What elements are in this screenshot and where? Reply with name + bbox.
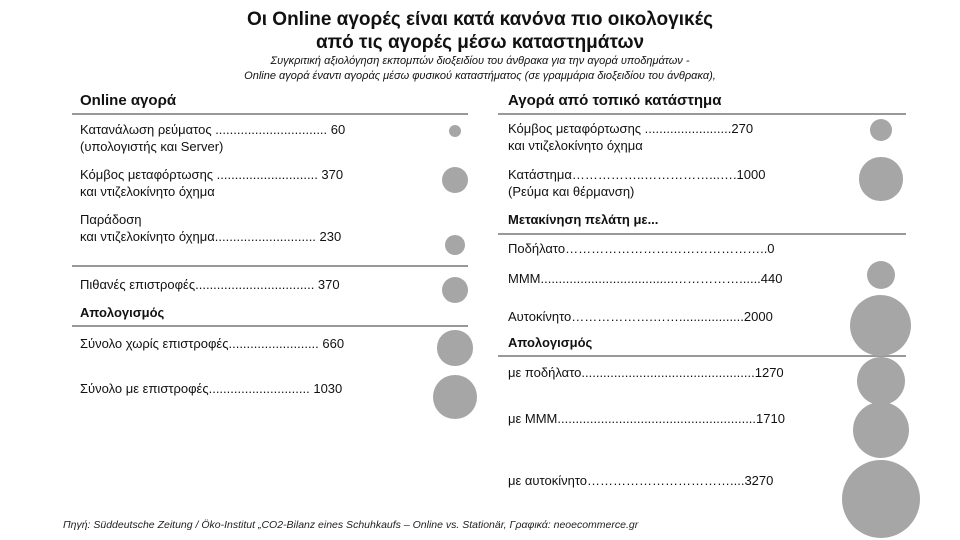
online-row-total-no-returns: Σύνολο χωρίς επιστροφές.................… (80, 335, 344, 352)
online-row-total-with-returns-label: Σύνολο με επιστροφές....................… (80, 381, 343, 396)
store-row-bicycle-label: Ποδήλατο………………………………………..0 (508, 241, 775, 256)
online-row-delivery-line2: και ντιζελοκίνητο όχημα.................… (80, 229, 342, 244)
online-header-divider (72, 113, 468, 115)
online-row-hub: Κόμβος μεταφόρτωσης ....................… (80, 166, 343, 200)
store-bubble-4 (866, 260, 896, 290)
store-row-total-car-label: με αυτοκίνητο……………………………....3270 (508, 473, 774, 488)
online-row-delivery: Παράδοση και ντιζελοκίνητο όχημα........… (80, 211, 341, 245)
online-bubble-6 (433, 375, 477, 419)
online-header: Online αγορά (80, 92, 177, 109)
online-row-electricity-line2: (υπολογιστής και Server) (80, 139, 224, 154)
online-section-summary: Απολογισμός (80, 305, 165, 320)
online-row-electricity-line1: Κατανάλωση ρεύματος ....................… (80, 122, 346, 137)
store-section-travel: Μετακίνηση πελάτη με... (508, 212, 659, 227)
store-row-shop-line1: Κατάστημα……………..……………...….1000 (508, 167, 766, 182)
store-bubble-1 (869, 118, 893, 142)
store-row-hub-line2: και ντιζελοκίνητο όχημα (508, 138, 643, 153)
online-bubble-4 (441, 276, 469, 304)
store-row-car: Αυτοκίνητο……………….……..................200… (508, 308, 773, 325)
store-bubble-6 (856, 356, 906, 406)
online-row-total-no-returns-label: Σύνολο χωρίς επιστροφές.................… (80, 336, 345, 351)
store-row-total-bicycle: με ποδήλατο.............................… (508, 364, 784, 381)
source-note: Πηγή: Süddeutsche Zeitung / Öko-Institut… (63, 519, 639, 531)
online-row-hub-line1: Κόμβος μεταφόρτωσης ....................… (80, 167, 344, 182)
store-row-shop: Κατάστημα……………..……………...….1000 (Ρεύμα κα… (508, 166, 765, 200)
store-bubble-5 (850, 295, 912, 357)
store-bubble-8 (842, 460, 920, 538)
store-row-car-label: Αυτοκίνητο……………….……..................200… (508, 309, 773, 324)
online-row-returns: Πιθανές επιστροφές......................… (80, 276, 340, 293)
store-summary-divider (498, 355, 906, 357)
store-row-total-car: με αυτοκίνητο……………………………....3270 (508, 472, 773, 489)
store-travel-divider (498, 233, 906, 235)
store-row-total-public-transport-label: με ΜΜΜ..................................… (508, 411, 785, 426)
store-row-hub: Κόμβος μεταφόρτωσης ....................… (508, 120, 753, 154)
online-row-delivery-line1: Παράδοση (80, 212, 142, 227)
online-row-electricity: Κατανάλωση ρεύματος ....................… (80, 121, 345, 155)
store-row-total-bicycle-label: με ποδήλατο.............................… (508, 365, 784, 380)
online-row-total-with-returns: Σύνολο με επιστροφές....................… (80, 380, 342, 397)
online-bubble-2 (441, 166, 469, 194)
store-row-shop-line2: (Ρεύμα και θέρμανση) (508, 184, 635, 199)
store-bubble-7 (852, 401, 910, 459)
online-row-hub-line2: και ντιζελοκίνητο όχημα (80, 184, 215, 199)
store-row-total-public-transport: με ΜΜΜ..................................… (508, 410, 785, 427)
chart-subtitle-line2: Online αγορά έναντι αγοράς μέσω φυσικού … (244, 70, 716, 82)
store-row-public-transport-label: ΜΜΜ.....................................… (508, 271, 783, 286)
store-row-bicycle: Ποδήλατο………………………………………..0 (508, 240, 775, 257)
chart-title-line2: από τις αγορές μέσω καταστημάτων (315, 32, 645, 53)
store-bubble-2 (859, 157, 903, 201)
chart-title-line1: Οι Online αγορές είναι κατά κανόνα πιο ο… (246, 9, 714, 30)
store-section-summary: Απολογισμός (508, 335, 593, 350)
online-returns-divider (72, 265, 468, 267)
online-bubble-3 (444, 234, 466, 256)
store-header-divider (498, 113, 906, 115)
store-row-public-transport: ΜΜΜ.....................................… (508, 270, 783, 287)
online-summary-divider (72, 325, 468, 327)
online-row-returns-label: Πιθανές επιστροφές......................… (80, 277, 340, 292)
store-row-hub-line1: Κόμβος μεταφόρτωσης ....................… (508, 121, 754, 136)
chart-subtitle-line1: Συγκριτική αξιολόγηση εκπομπών διοξειδίο… (270, 55, 690, 67)
store-header: Αγορά από τοπικό κατάστημα (508, 92, 722, 109)
online-bubble-5 (437, 330, 473, 366)
online-bubble-1 (449, 125, 461, 137)
